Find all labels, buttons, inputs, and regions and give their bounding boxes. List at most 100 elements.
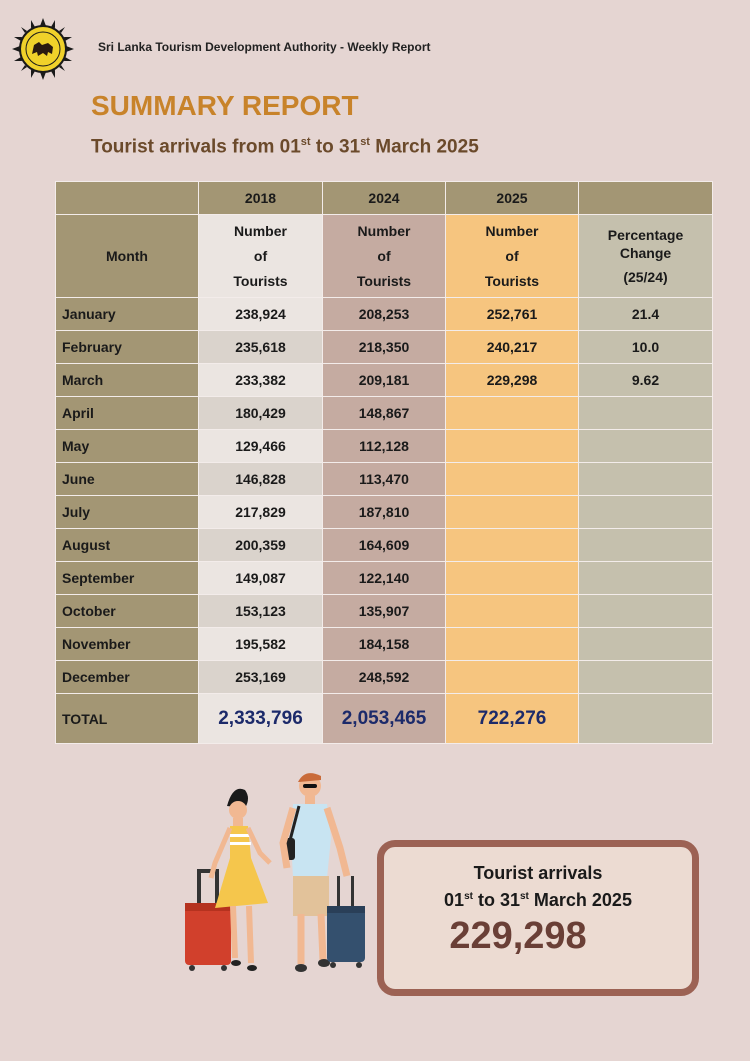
value-2025-cell	[445, 627, 579, 661]
total-label: TOTAL	[55, 693, 199, 744]
percentage-change-cell: 21.4	[578, 297, 713, 331]
month-cell: August	[55, 528, 199, 562]
table-row: June 146,828 113,470	[55, 462, 713, 496]
value-2018-cell: 200,359	[198, 528, 323, 562]
percentage-change-cell	[578, 396, 713, 430]
percentage-change-cell: 9.62	[578, 363, 713, 397]
month-cell: November	[55, 627, 199, 661]
month-header: Month	[55, 214, 199, 298]
percentage-change-cell	[578, 462, 713, 496]
value-2024-cell: 184,158	[322, 627, 446, 661]
value-2025-cell	[445, 561, 579, 595]
value-2018-cell: 129,466	[198, 429, 323, 463]
value-2024-cell: 248,592	[322, 660, 446, 694]
month-cell: July	[55, 495, 199, 529]
value-2018-cell: 235,618	[198, 330, 323, 364]
month-cell: September	[55, 561, 199, 595]
value-2024-cell: 208,253	[322, 297, 446, 331]
value-2024-cell: 113,470	[322, 462, 446, 496]
value-2024-cell: 164,609	[322, 528, 446, 562]
sri-lanka-lion-emblem-icon	[12, 18, 74, 80]
value-2024-cell: 218,350	[322, 330, 446, 364]
value-2018-cell: 195,582	[198, 627, 323, 661]
table-row: March 233,382 209,181 229,298 9.62	[55, 363, 713, 397]
percentage-change-cell	[578, 561, 713, 595]
month-cell: October	[55, 594, 199, 628]
total-2025: 722,276	[445, 693, 579, 744]
value-2024-cell: 148,867	[322, 396, 446, 430]
value-2024-cell: 122,140	[322, 561, 446, 595]
value-2024-cell: 135,907	[322, 594, 446, 628]
value-2025-cell: 252,761	[445, 297, 579, 331]
table-row: January 238,924 208,253 252,761 21.4	[55, 297, 713, 331]
month-cell: February	[55, 330, 199, 364]
summary-box-period: 01st to 31st March 2025	[444, 890, 632, 910]
year-header-2024: 2024	[322, 181, 446, 215]
month-cell: April	[55, 396, 199, 430]
table-row: May 129,466 112,128	[55, 429, 713, 463]
table-row: April 180,429 148,867	[55, 396, 713, 430]
value-2018-cell: 180,429	[198, 396, 323, 430]
value-2025-cell: 229,298	[445, 363, 579, 397]
page-subtitle: Tourist arrivals from 01st to 31st March…	[91, 136, 479, 158]
travelers-illustration	[185, 773, 365, 972]
year-header-2025: 2025	[445, 181, 579, 215]
value-2018-cell: 238,924	[198, 297, 323, 331]
tourists-header-2018: Number of Tourists	[198, 214, 323, 298]
month-cell: March	[55, 363, 199, 397]
value-2024-cell: 112,128	[322, 429, 446, 463]
value-2025-cell	[445, 495, 579, 529]
value-2024-cell: 209,181	[322, 363, 446, 397]
value-2018-cell: 153,123	[198, 594, 323, 628]
value-2018-cell: 253,169	[198, 660, 323, 694]
year-header-blank-pct	[578, 181, 713, 215]
value-2018-cell: 233,382	[198, 363, 323, 397]
summary-box-label: Tourist arrivals	[473, 863, 603, 883]
table-row: August 200,359 164,609	[55, 528, 713, 562]
table-row: October 153,123 135,907	[55, 594, 713, 628]
table-row: December 253,169 248,592	[55, 660, 713, 694]
table-row: February 235,618 218,350 240,217 10.0	[55, 330, 713, 364]
organization-name: Sri Lanka Tourism Development Authority …	[98, 40, 431, 54]
arrivals-table: 2018 2024 2025 Month Number of Tourists Nu…	[55, 181, 713, 744]
tourists-header-2025: Number of Tourists	[445, 214, 579, 298]
table-row: September 149,087 122,140	[55, 561, 713, 595]
total-2024: 2,053,465	[322, 693, 446, 744]
percentage-change-cell	[578, 495, 713, 529]
month-cell: May	[55, 429, 199, 463]
value-2025-cell	[445, 660, 579, 694]
tourists-header-2024: Number of Tourists	[322, 214, 446, 298]
total-2018: 2,333,796	[198, 693, 323, 744]
value-2018-cell: 149,087	[198, 561, 323, 595]
month-cell: June	[55, 462, 199, 496]
month-cell: December	[55, 660, 199, 694]
month-cell: January	[55, 297, 199, 331]
year-header-row: 2018 2024 2025	[55, 181, 713, 215]
summary-box: Tourist arrivals 01st to 31st March 2025…	[377, 840, 699, 996]
total-row: TOTAL 2,333,796 2,053,465 722,276	[55, 693, 713, 744]
year-header-2018: 2018	[198, 181, 323, 215]
value-2018-cell: 146,828	[198, 462, 323, 496]
value-2025-cell	[445, 528, 579, 562]
year-header-blank	[55, 181, 199, 215]
percentage-change-header: Percentage Change (25/24)	[578, 214, 713, 298]
percentage-change-cell	[578, 660, 713, 694]
page-title: SUMMARY REPORT	[91, 90, 359, 121]
table-row: November 195,582 184,158	[55, 627, 713, 661]
value-2025-cell: 240,217	[445, 330, 579, 364]
value-2025-cell	[445, 594, 579, 628]
percentage-change-cell	[578, 627, 713, 661]
percentage-change-cell	[578, 528, 713, 562]
column-header-row: Month Number of Tourists Number of Tourists …	[55, 214, 713, 298]
value-2025-cell	[445, 429, 579, 463]
value-2025-cell	[445, 462, 579, 496]
percentage-change-cell	[578, 429, 713, 463]
total-pct	[578, 693, 713, 744]
header	[12, 18, 74, 80]
value-2025-cell	[445, 396, 579, 430]
table-row: July 217,829 187,810	[55, 495, 713, 529]
summary-box-value: 229,298	[449, 915, 587, 957]
value-2024-cell: 187,810	[322, 495, 446, 529]
percentage-change-cell: 10.0	[578, 330, 713, 364]
value-2018-cell: 217,829	[198, 495, 323, 529]
